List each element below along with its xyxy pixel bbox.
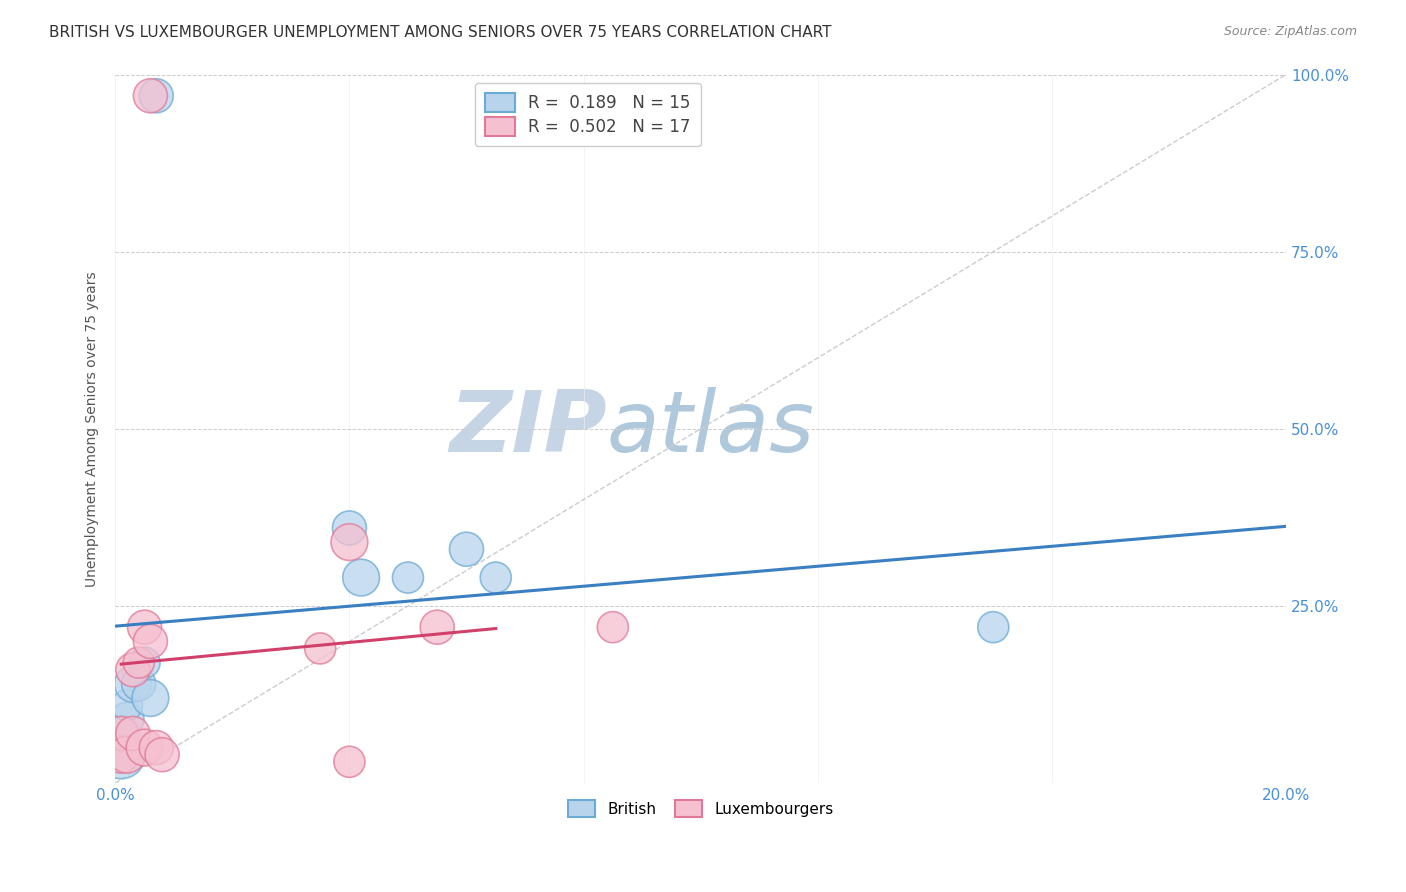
Point <box>121 726 143 740</box>
Y-axis label: Unemployment Among Seniors over 75 years: Unemployment Among Seniors over 75 years <box>86 271 100 587</box>
Point <box>139 634 162 648</box>
Point <box>121 663 143 677</box>
Point <box>134 740 156 755</box>
Point <box>134 656 156 670</box>
Point <box>110 747 132 762</box>
Point <box>145 88 167 103</box>
Point <box>139 88 162 103</box>
Text: Source: ZipAtlas.com: Source: ZipAtlas.com <box>1223 25 1357 38</box>
Point <box>150 747 173 762</box>
Point <box>145 740 167 755</box>
Point <box>396 570 419 584</box>
Point <box>339 535 361 549</box>
Point <box>128 656 150 670</box>
Point <box>456 542 478 557</box>
Point <box>981 620 1004 634</box>
Point <box>115 712 138 726</box>
Point <box>110 726 132 740</box>
Point <box>110 726 132 740</box>
Text: BRITISH VS LUXEMBOURGER UNEMPLOYMENT AMONG SENIORS OVER 75 YEARS CORRELATION CHA: BRITISH VS LUXEMBOURGER UNEMPLOYMENT AMO… <box>49 25 832 40</box>
Point <box>134 620 156 634</box>
Point <box>115 698 138 712</box>
Text: ZIP: ZIP <box>450 387 607 470</box>
Point <box>339 755 361 769</box>
Text: atlas: atlas <box>607 387 815 470</box>
Point <box>339 521 361 535</box>
Point <box>110 747 132 762</box>
Point <box>115 747 138 762</box>
Point <box>121 677 143 691</box>
Point <box>350 570 373 584</box>
Point <box>602 620 624 634</box>
Point <box>485 570 508 584</box>
Point <box>139 691 162 706</box>
Point <box>426 620 449 634</box>
Legend: British, Luxembourgers: British, Luxembourgers <box>560 792 841 825</box>
Point <box>309 641 332 656</box>
Point <box>128 677 150 691</box>
